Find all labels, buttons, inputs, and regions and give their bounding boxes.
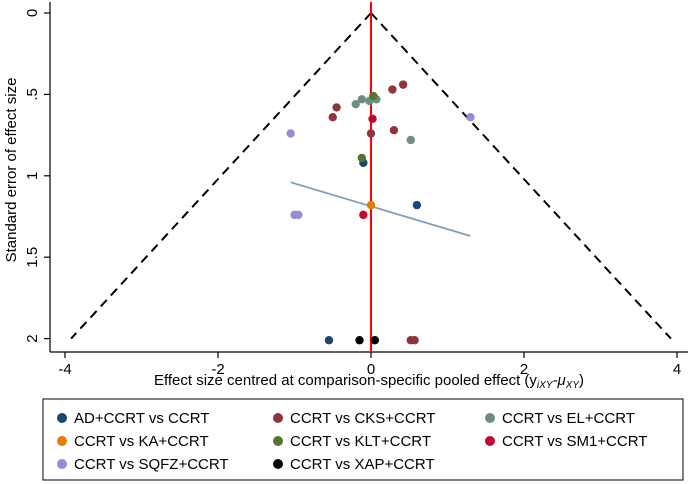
point-ccrt-vs-ka-ccrt [366,200,376,210]
point-ccrt-vs-el-ccrt [357,95,367,104]
x-tick-label: 2 [520,361,528,378]
point-ccrt-vs-sm1-ccrt [368,114,377,124]
y-axis-title: Standard error of effect size [3,78,20,263]
y-tick-label: .5 [24,88,41,101]
fitted-line [290,181,471,237]
x-axis-title-mu: -μ [552,372,565,389]
x-axis-title-text: Effect size centred at comparison-specif… [154,372,537,389]
legend-label-ccrt-vs-el-ccrt: CCRT vs EL+CCRT [502,410,635,427]
legend-label-ccrt-vs-ka-ccrt: CCRT vs KA+CCRT [74,433,209,450]
point-ccrt-vs-el-ccrt [351,99,360,109]
legend-label-ccrt-vs-klt-ccrt: CCRT vs KLT+CCRT [290,433,431,450]
x-tick-label: -4 [58,361,71,378]
x-axis-title: Effect size centred at comparison-specif… [154,372,584,391]
x-tick-label: -2 [211,361,224,378]
point-ccrt-vs-el-ccrt [406,135,415,145]
y-tick-label: 1 [24,172,41,180]
point-ad-ccrt-vs-ccrt [412,200,422,210]
legend-marker-ccrt-vs-klt-ccrt [273,436,283,446]
x-tick-label: 0 [367,361,375,378]
legend-label-ccrt-vs-sqfz-ccrt: CCRT vs SQFZ+CCRT [74,456,229,473]
point-ccrt-vs-klt-ccrt [357,153,367,163]
legend-label-ccrt-vs-cks-ccrt: CCRT vs CKS+CCRT [290,410,435,427]
point-ccrt-vs-sqfz-ccrt [286,129,295,138]
legend-marker-ccrt-vs-sqfz-ccrt [57,459,67,469]
point-ccrt-vs-cks-ccrt [388,85,397,94]
legend-marker-ccrt-vs-xap-ccrt [273,459,283,469]
x-axis-title-close: ) [579,372,584,389]
point-ccrt-vs-xap-ccrt [355,336,364,345]
legend-marker-ccrt-vs-el-ccrt [485,413,495,423]
x-axis-title-sub2: XY [565,380,581,391]
point-ccrt-vs-xap-ccrt [370,336,380,345]
legend-marker-ccrt-vs-sm1-ccrt [485,436,495,446]
funnel-right-boundary [370,12,672,340]
point-ccrt-vs-cks-ccrt [332,103,341,112]
point-ad-ccrt-vs-ccrt [324,336,334,345]
legend-box [42,398,684,481]
y-tick-label: 0 [24,9,41,17]
axes-layer: -4 -2 0 2 4 0 .5 1 1.5 2 [24,2,688,378]
point-ccrt-vs-sm1-ccrt [359,210,368,220]
point-ccrt-vs-cks-ccrt [389,126,399,135]
point-ccrt-vs-klt-ccrt [369,91,378,101]
funnel-left-boundary [70,12,372,340]
x-tick-label: 4 [673,361,681,378]
point-ccrt-vs-sqfz-ccrt [466,112,475,122]
point-ccrt-vs-cks-ccrt [366,129,376,138]
point-ccrt-vs-cks-ccrt [410,336,419,345]
legend-label-ad-ccrt-vs-ccrt: AD+CCRT vs CCRT [74,410,209,427]
plot-region [50,2,688,352]
x-axis-title-sub1: iXY [537,380,554,391]
point-ccrt-vs-sqfz-ccrt [290,210,299,220]
legend-marker-ccrt-vs-cks-ccrt [273,413,283,423]
points-layer [286,80,475,345]
legend: AD+CCRT vs CCRT CCRT vs CKS+CCRT CCRT vs E… [57,410,647,473]
point-ccrt-vs-cks-ccrt [328,112,337,122]
y-tick-label: 1.5 [24,247,41,268]
legend-marker-ad-ccrt-vs-ccrt [57,413,67,423]
legend-label-ccrt-vs-sm1-ccrt: CCRT vs SM1+CCRT [502,433,647,450]
point-ccrt-vs-cks-ccrt [398,80,408,89]
legend-label-ccrt-vs-xap-ccrt: CCRT vs XAP+CCRT [290,456,435,473]
funnel-layer [70,2,672,352]
legend-marker-ccrt-vs-ka-ccrt [57,436,67,446]
y-tick-label: 2 [24,334,41,342]
